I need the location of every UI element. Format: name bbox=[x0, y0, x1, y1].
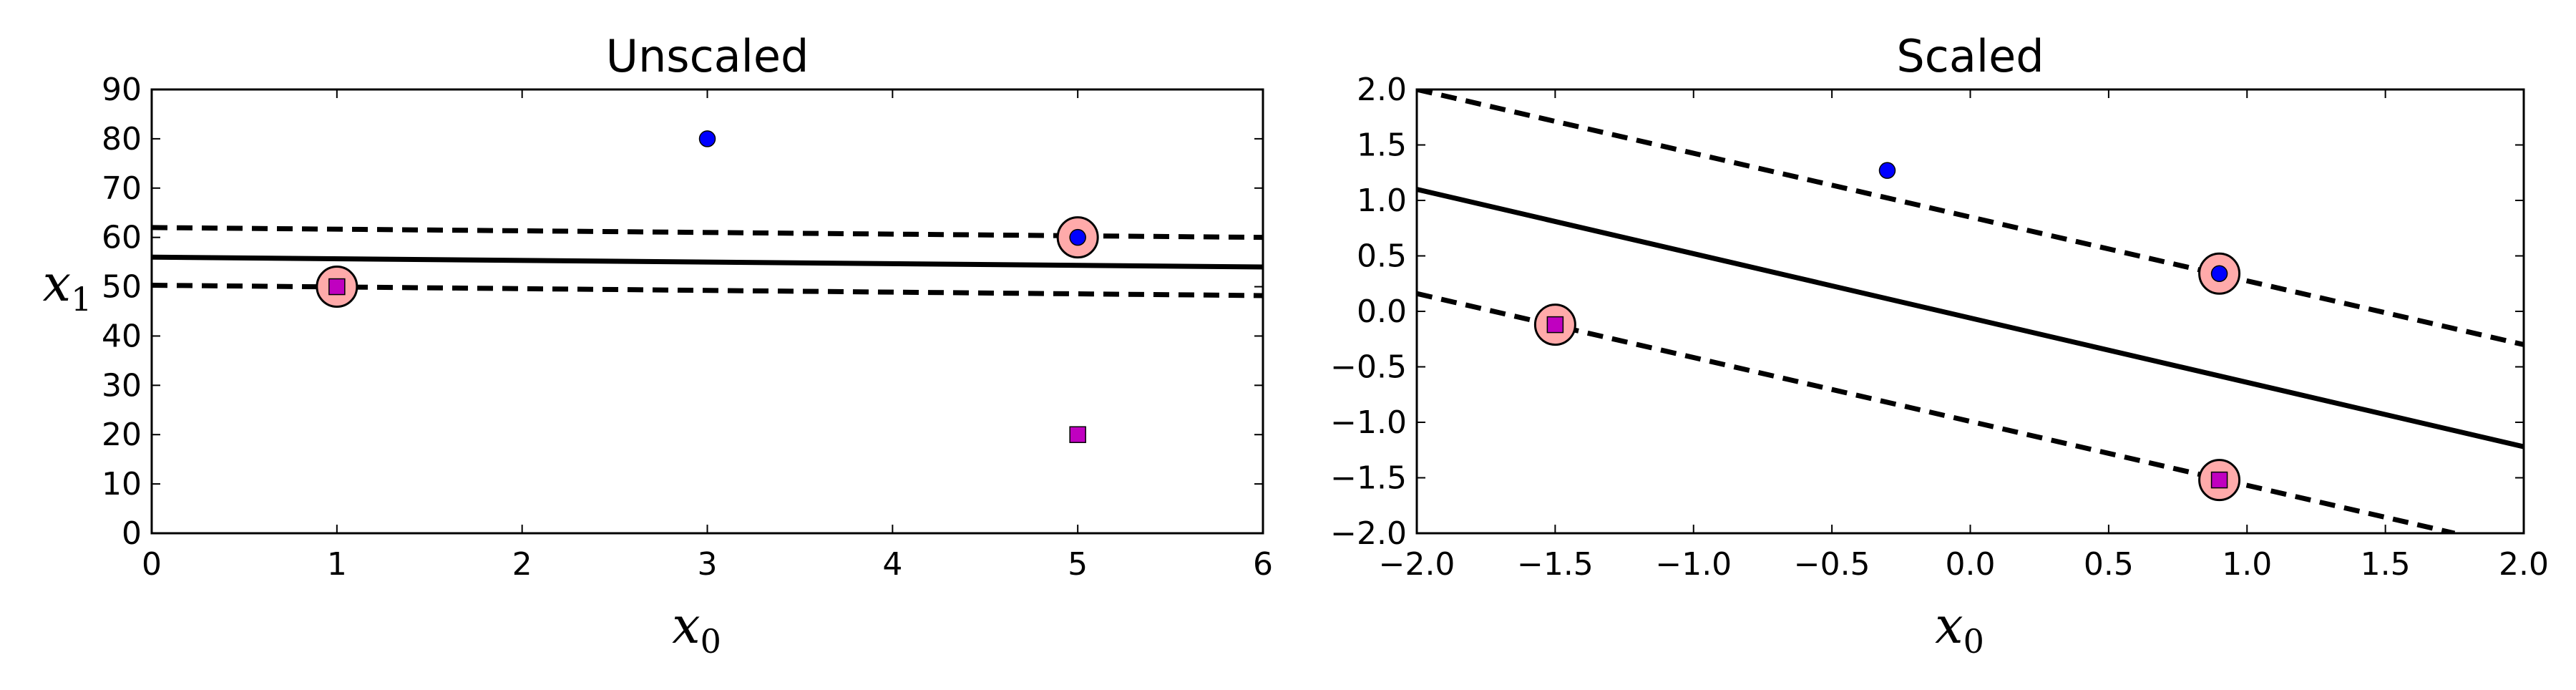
unscaled-x-tick-label: 1 bbox=[327, 546, 347, 583]
scaled-x-tick-label: 1.0 bbox=[2222, 546, 2272, 583]
scaled-x-tick-label: −1.5 bbox=[1517, 546, 1594, 583]
unscaled-x-tick-label: 2 bbox=[512, 546, 532, 583]
unscaled-chart-title: Unscaled bbox=[606, 30, 809, 82]
unscaled-y-axis-label-var: x bbox=[43, 254, 71, 313]
unscaled-y-tick-label: 50 bbox=[102, 269, 142, 306]
scaled-square-point bbox=[1546, 316, 1564, 334]
scaled-x-axis-label-var: x bbox=[1935, 596, 1963, 655]
scaled-x-tick-label: −1.0 bbox=[1655, 546, 1732, 583]
scaled-x-axis-label-sub: 0 bbox=[1963, 622, 1984, 661]
unscaled-y-tick-label: 60 bbox=[102, 220, 142, 256]
unscaled-x-tick-label: 6 bbox=[1253, 546, 1273, 583]
unscaled-axes-frame bbox=[150, 88, 1264, 535]
unscaled-y-axis-label-sub: 1 bbox=[71, 280, 92, 319]
unscaled-y-tick-label: 10 bbox=[102, 466, 142, 502]
unscaled-circle-point bbox=[698, 130, 716, 147]
unscaled-y-tick-label: 0 bbox=[122, 515, 142, 552]
scaled-y-tick-label: 2.0 bbox=[1357, 72, 1407, 108]
unscaled-y-tick-label: 30 bbox=[102, 367, 142, 404]
unscaled-x-tick-label: 0 bbox=[142, 546, 162, 583]
scaled-margin-line bbox=[1417, 89, 2524, 347]
unscaled-y-tick-label: 40 bbox=[102, 318, 142, 354]
unscaled-y-axis-label: x1 bbox=[43, 254, 92, 319]
unscaled-decision-boundary bbox=[152, 254, 1263, 270]
scaled-chart-title: Scaled bbox=[1896, 30, 2044, 82]
unscaled-y-tick-label: 70 bbox=[102, 170, 142, 207]
unscaled-square-point bbox=[328, 278, 346, 296]
scaled-y-tick-label: 1.0 bbox=[1357, 183, 1407, 219]
scaled-axes-frame bbox=[1415, 88, 2525, 535]
scaled-y-tick-label: 0.5 bbox=[1357, 238, 1407, 275]
scaled-y-tick-label: −0.5 bbox=[1330, 349, 1407, 386]
scaled-x-tick-label: 1.5 bbox=[2361, 546, 2411, 583]
scaled-y-tick-label: −1.0 bbox=[1330, 404, 1407, 441]
scaled-x-tick-label: 2.0 bbox=[2499, 546, 2549, 583]
unscaled-y-tick-label: 80 bbox=[102, 121, 142, 157]
scaled-data-layer bbox=[1417, 89, 2524, 533]
scaled-x-tick-label: 0.5 bbox=[2084, 546, 2134, 583]
unscaled-x-axis-label-sub: 0 bbox=[701, 622, 721, 661]
scaled-decision-boundary bbox=[1417, 187, 2524, 450]
unscaled-data-layer bbox=[152, 130, 1263, 443]
scaled-circle-point bbox=[2210, 265, 2228, 283]
scaled-margin-line bbox=[1417, 291, 2456, 533]
scaled-square-point bbox=[2210, 471, 2228, 489]
scaled-y-tick-label: −1.5 bbox=[1330, 460, 1407, 497]
scaled-panel: −2.0 −1.5 −1.0 −0.5 0.0 0.5 1.0 1.5 2.0 −2.0 −1.5 −… bbox=[1330, 30, 2549, 661]
scaled-y-tick-label: −2.0 bbox=[1330, 515, 1407, 552]
unscaled-circle-point bbox=[1069, 228, 1086, 246]
unscaled-x-axis-label: x0 bbox=[672, 596, 721, 661]
scaled-x-tick-label: −0.5 bbox=[1794, 546, 1870, 583]
unscaled-y-tick-label: 90 bbox=[102, 72, 142, 108]
unscaled-x-tick-label: 5 bbox=[1068, 546, 1088, 583]
scaled-x-tick-label: 0.0 bbox=[1946, 546, 1996, 583]
unscaled-square-point bbox=[1069, 426, 1086, 443]
scaled-x-tick-label: −2.0 bbox=[1379, 546, 1455, 583]
unscaled-x-tick-label: 3 bbox=[698, 546, 718, 583]
scaled-y-tick-label: 1.5 bbox=[1357, 127, 1407, 164]
scaled-circle-point bbox=[1878, 162, 1896, 179]
unscaled-x-tick-label: 4 bbox=[882, 546, 902, 583]
unscaled-y-tick-label: 20 bbox=[102, 417, 142, 453]
scaled-y-tick-label: 0.0 bbox=[1357, 293, 1407, 330]
unscaled-margin-line bbox=[152, 225, 1263, 240]
unscaled-x-axis-label-var: x bbox=[672, 596, 700, 655]
scaled-x-axis-label: x0 bbox=[1935, 596, 1984, 661]
